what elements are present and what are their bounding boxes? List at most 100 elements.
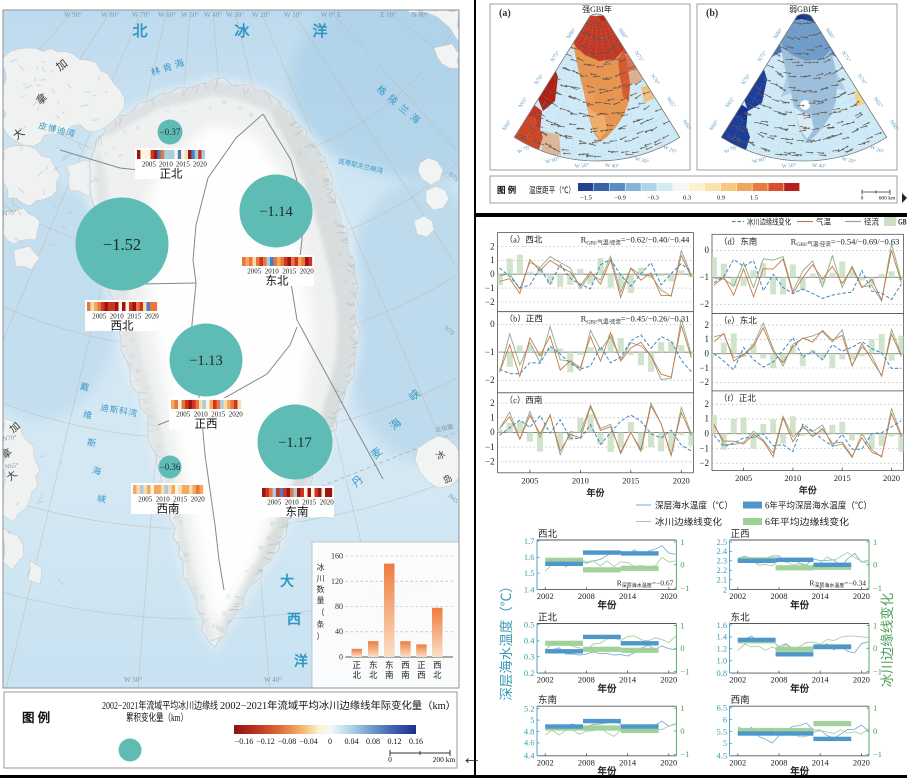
- svg-text:2014: 2014: [812, 675, 830, 685]
- svg-text:2010: 2010: [194, 411, 209, 419]
- svg-text:W 20°: W 20°: [662, 144, 678, 156]
- svg-text:RGBI/气温/径流=−0.54/−0.69/−0.63: RGBI/气温/径流=−0.54/−0.69/−0.63: [791, 236, 900, 248]
- svg-text:2: 2: [490, 398, 495, 408]
- svg-text:2020: 2020: [883, 473, 900, 483]
- svg-text:−1: −1: [873, 749, 882, 759]
- svg-text:西: 西: [417, 670, 426, 680]
- svg-text:160: 160: [331, 552, 343, 561]
- svg-text:−1: −1: [699, 443, 709, 453]
- svg-text:0: 0: [705, 245, 710, 255]
- svg-text:北: 北: [132, 23, 147, 40]
- svg-text:−1: −1: [485, 283, 495, 293]
- svg-text:2: 2: [705, 399, 710, 409]
- svg-text:2: 2: [705, 320, 710, 330]
- svg-text:2008: 2008: [771, 757, 788, 767]
- svg-text:西北: 西北: [538, 529, 558, 540]
- svg-text:W 20°: W 20°: [869, 144, 885, 156]
- svg-text:2.2: 2.2: [716, 565, 727, 575]
- svg-text:2005: 2005: [247, 268, 262, 276]
- svg-text:正: 正: [417, 660, 426, 670]
- svg-text:2002: 2002: [537, 757, 554, 767]
- svg-text:2010: 2010: [265, 268, 280, 276]
- svg-text:条: 条: [317, 619, 325, 629]
- svg-text:W 30°: W 30°: [841, 155, 856, 165]
- svg-text:2002: 2002: [537, 591, 554, 601]
- svg-text:2010: 2010: [572, 475, 589, 485]
- svg-text:2015: 2015: [176, 161, 191, 169]
- svg-text:1: 1: [490, 255, 495, 265]
- svg-text:峡: 峡: [96, 492, 107, 505]
- svg-text:W 60°: W 60°: [545, 155, 560, 165]
- svg-text:R深层海水温度=−0.34: R深层海水温度=−0.34: [809, 579, 866, 590]
- svg-text:2020: 2020: [673, 475, 690, 485]
- svg-text:东南: 东南: [286, 505, 309, 519]
- svg-text:2010: 2010: [159, 161, 174, 169]
- svg-text:6: 6: [723, 714, 727, 724]
- svg-text:深层海水温度（℃）: 深层海水温度（℃）: [499, 579, 514, 701]
- svg-text:W 70°: W 70°: [516, 144, 532, 156]
- svg-text:东北: 东北: [731, 612, 751, 624]
- svg-text:2.1: 2.1: [716, 575, 727, 585]
- svg-text:−1: −1: [485, 347, 495, 357]
- svg-text:W 20°: W 20°: [252, 11, 270, 19]
- svg-text:拿: 拿: [0, 445, 15, 461]
- svg-text:−2: −2: [485, 375, 495, 385]
- svg-text:0.16: 0.16: [409, 737, 423, 746]
- svg-text:−0.08: −0.08: [278, 737, 297, 746]
- svg-text:弱GBI年: 弱GBI年: [789, 4, 819, 14]
- svg-text:温度距平（℃）: 温度距平（℃）: [529, 185, 575, 195]
- svg-text:南: 南: [401, 670, 410, 680]
- svg-text:2020: 2020: [660, 591, 677, 601]
- svg-text:W 90°: W 90°: [64, 11, 82, 19]
- svg-text:2020: 2020: [145, 313, 160, 321]
- svg-text:正北: 正北: [160, 168, 183, 181]
- svg-text:0: 0: [490, 269, 495, 279]
- svg-text:冰川边缘线变化: 冰川边缘线变化: [747, 217, 791, 227]
- svg-text:0: 0: [490, 427, 495, 437]
- svg-text:2020: 2020: [193, 161, 208, 169]
- svg-text:年份: 年份: [790, 766, 810, 778]
- svg-text:1: 1: [873, 703, 877, 713]
- svg-text:1.2: 1.2: [716, 644, 727, 654]
- svg-text:2020: 2020: [229, 411, 244, 419]
- svg-text:南: 南: [385, 670, 394, 680]
- svg-text:2008: 2008: [578, 591, 595, 601]
- svg-text:冰: 冰: [317, 562, 325, 572]
- svg-text:−1.13: −1.13: [189, 353, 223, 369]
- svg-text:RGBI/气温/径流=−0.45/−0.26/−0.31: RGBI/气温/径流=−0.45/−0.26/−0.31: [581, 314, 690, 326]
- svg-text:2015: 2015: [211, 411, 226, 419]
- svg-text:W 30°: W 30°: [634, 155, 649, 165]
- svg-text:2020: 2020: [320, 499, 335, 507]
- svg-text:2008: 2008: [771, 591, 788, 601]
- svg-text:北: 北: [433, 670, 442, 680]
- svg-text:−2: −2: [485, 457, 495, 467]
- svg-text:−1.5: −1.5: [580, 195, 592, 202]
- svg-text:N 80°: N 80°: [412, 11, 429, 19]
- svg-text:2.5: 2.5: [716, 537, 727, 547]
- svg-text:W 40°: W 40°: [605, 162, 620, 170]
- svg-text:（a）西北: （a）西北: [505, 235, 543, 245]
- svg-text:0: 0: [490, 319, 495, 329]
- svg-text:0: 0: [680, 643, 684, 653]
- svg-text:2002−2021年流域平均冰川边缘线年际变化量（km）: 2002−2021年流域平均冰川边缘线年际变化量（km）: [220, 699, 456, 712]
- svg-text:2014: 2014: [812, 591, 830, 601]
- svg-text:−0.16: −0.16: [235, 737, 254, 746]
- svg-text:图 例: 图 例: [22, 710, 50, 725]
- svg-text:4.8: 4.8: [524, 726, 535, 736]
- svg-text:0: 0: [873, 560, 877, 570]
- svg-text:西南: 西南: [731, 694, 750, 706]
- svg-text:（c）西南: （c）西南: [505, 395, 543, 405]
- svg-text:0.3: 0.3: [524, 652, 535, 662]
- svg-text:年份: 年份: [790, 683, 810, 695]
- svg-text:洋: 洋: [294, 653, 308, 670]
- svg-text:1.4: 1.4: [524, 584, 535, 594]
- svg-text:0: 0: [339, 653, 343, 662]
- svg-text:40: 40: [335, 627, 343, 636]
- svg-text:2015: 2015: [622, 475, 639, 485]
- svg-text:W 60°: W 60°: [752, 155, 767, 165]
- svg-text:大: 大: [280, 573, 294, 590]
- svg-text:2010: 2010: [110, 313, 125, 321]
- svg-text:2005: 2005: [142, 161, 157, 169]
- svg-text:0.9: 0.9: [717, 195, 725, 202]
- svg-text:1.4: 1.4: [716, 632, 727, 642]
